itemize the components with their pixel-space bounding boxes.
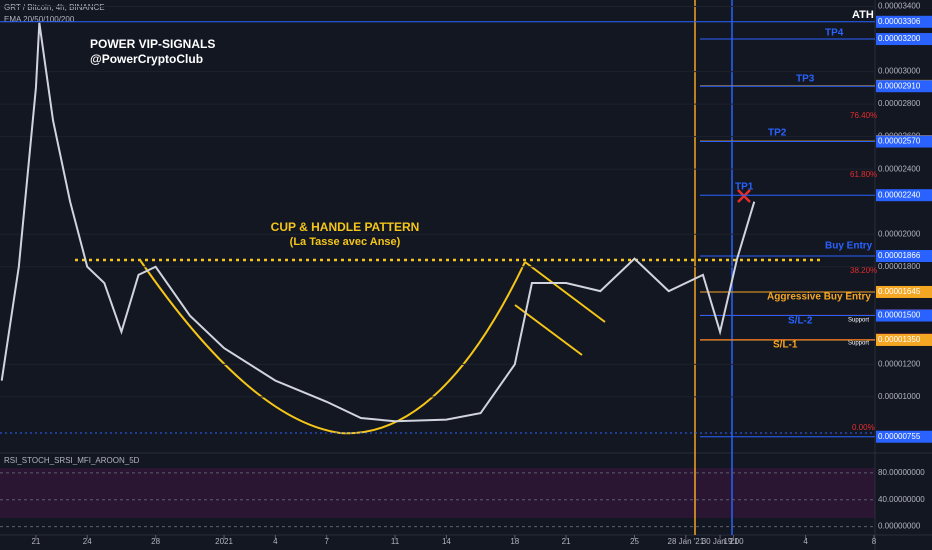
price-label: 0.00001866 (878, 251, 921, 260)
price-label: 0.00002910 (878, 81, 921, 90)
rsi-tick-label: 40.00000000 (878, 495, 925, 504)
price-line (0, 22, 756, 423)
price-label-box (876, 189, 932, 202)
y-tick-label: 0.00002800 (878, 99, 921, 108)
price-label-box (876, 250, 932, 263)
y-tick-label: 0.00001000 (878, 392, 921, 401)
price-label: 0.00000755 (878, 432, 921, 441)
sl1-label: S/L-1 (773, 340, 798, 351)
y-tick-label: 0.00002400 (878, 164, 921, 173)
x-tick-label: 21 (562, 537, 571, 546)
x-tick-label: 28 Jan '21 (668, 537, 705, 546)
price-label-box (876, 430, 932, 443)
symbol: GRT / Bitcoin, 4h, BINANCE (4, 3, 105, 12)
price-label-box (876, 309, 932, 322)
fib-label: 38.20% (850, 266, 877, 275)
price-label-box (876, 15, 932, 28)
x-tick-label: 4 (273, 537, 278, 546)
price-label-box (876, 33, 932, 46)
price-label-box (876, 333, 932, 346)
price-label-box (876, 135, 932, 148)
indicator: EMA 20/50/100/200 (4, 15, 75, 24)
x-tick-label: 18 (510, 537, 519, 546)
price-label: 0.00002570 (878, 137, 921, 146)
price-label: 0.00003200 (878, 34, 921, 43)
price-label-box (876, 80, 932, 93)
aggressive-label: Aggressive Buy Entry (767, 292, 871, 303)
pattern-title: CUP & HANDLE PATTERN (271, 220, 420, 234)
price-label-box (876, 285, 932, 298)
tp1-label: TP1 (735, 182, 754, 193)
y-tick-label: 0.00003000 (878, 67, 921, 76)
price-label: 0.00001500 (878, 311, 921, 320)
price-label: 0.00001350 (878, 335, 921, 344)
x-tick-label: 19:00 (724, 537, 745, 546)
x-tick-label: 24 (83, 537, 92, 546)
price-label: 0.00002240 (878, 190, 921, 199)
x-tick-label: 30 Jan '21 (702, 537, 739, 546)
rsi-tick-label: 80.00000000 (878, 468, 925, 477)
x-tick-label: 25 (630, 537, 639, 546)
rsi-tick-label: 0.00000000 (878, 522, 921, 531)
x-tick-label: 11 (391, 537, 400, 546)
x-tick-label: 21 (31, 537, 40, 546)
pattern-subtitle: (La Tasse avec Anse) (290, 236, 401, 248)
tp2-label: TP2 (768, 128, 787, 139)
tp4-label: TP4 (825, 28, 844, 39)
price-pane (0, 0, 875, 453)
rsi-label: RSI_STOCH_SRSI_MFI_AROON_5D (4, 456, 140, 465)
fib-label: 0.00% (852, 423, 875, 432)
tp3-label: TP3 (796, 74, 815, 85)
fib-label: 76.40% (850, 111, 877, 120)
price-label: 0.00001645 (878, 287, 921, 296)
x-tick-label: 4 (803, 537, 808, 546)
rsi-band (0, 468, 875, 518)
y-tick-label: 0.00001800 (878, 262, 921, 271)
fib-label: 61.80% (850, 170, 877, 179)
x-tick-label: 8 (872, 537, 877, 546)
y-tick-label: 0.00002000 (878, 229, 921, 238)
y-tick-label: 0.00001200 (878, 359, 921, 368)
x-tick-label: 7 (324, 537, 329, 546)
support-label: Support (848, 341, 869, 347)
x-tick-label: 14 (442, 537, 451, 546)
sl2-label: S/L-2 (788, 316, 813, 327)
buy-entry-label: Buy Entry (825, 241, 873, 252)
tp1-cross (737, 189, 751, 203)
x-tick-label: 28 (151, 537, 160, 546)
brand: POWER VIP-SIGNALS (90, 37, 215, 51)
x-tick-label: 2021 (215, 537, 233, 546)
handle: @PowerCryptoClub (90, 52, 203, 66)
support-label: Support (848, 318, 869, 324)
y-tick-label: 0.00003400 (878, 2, 921, 11)
price-label: 0.00003306 (878, 17, 921, 26)
ath-label: ATH (852, 9, 874, 21)
